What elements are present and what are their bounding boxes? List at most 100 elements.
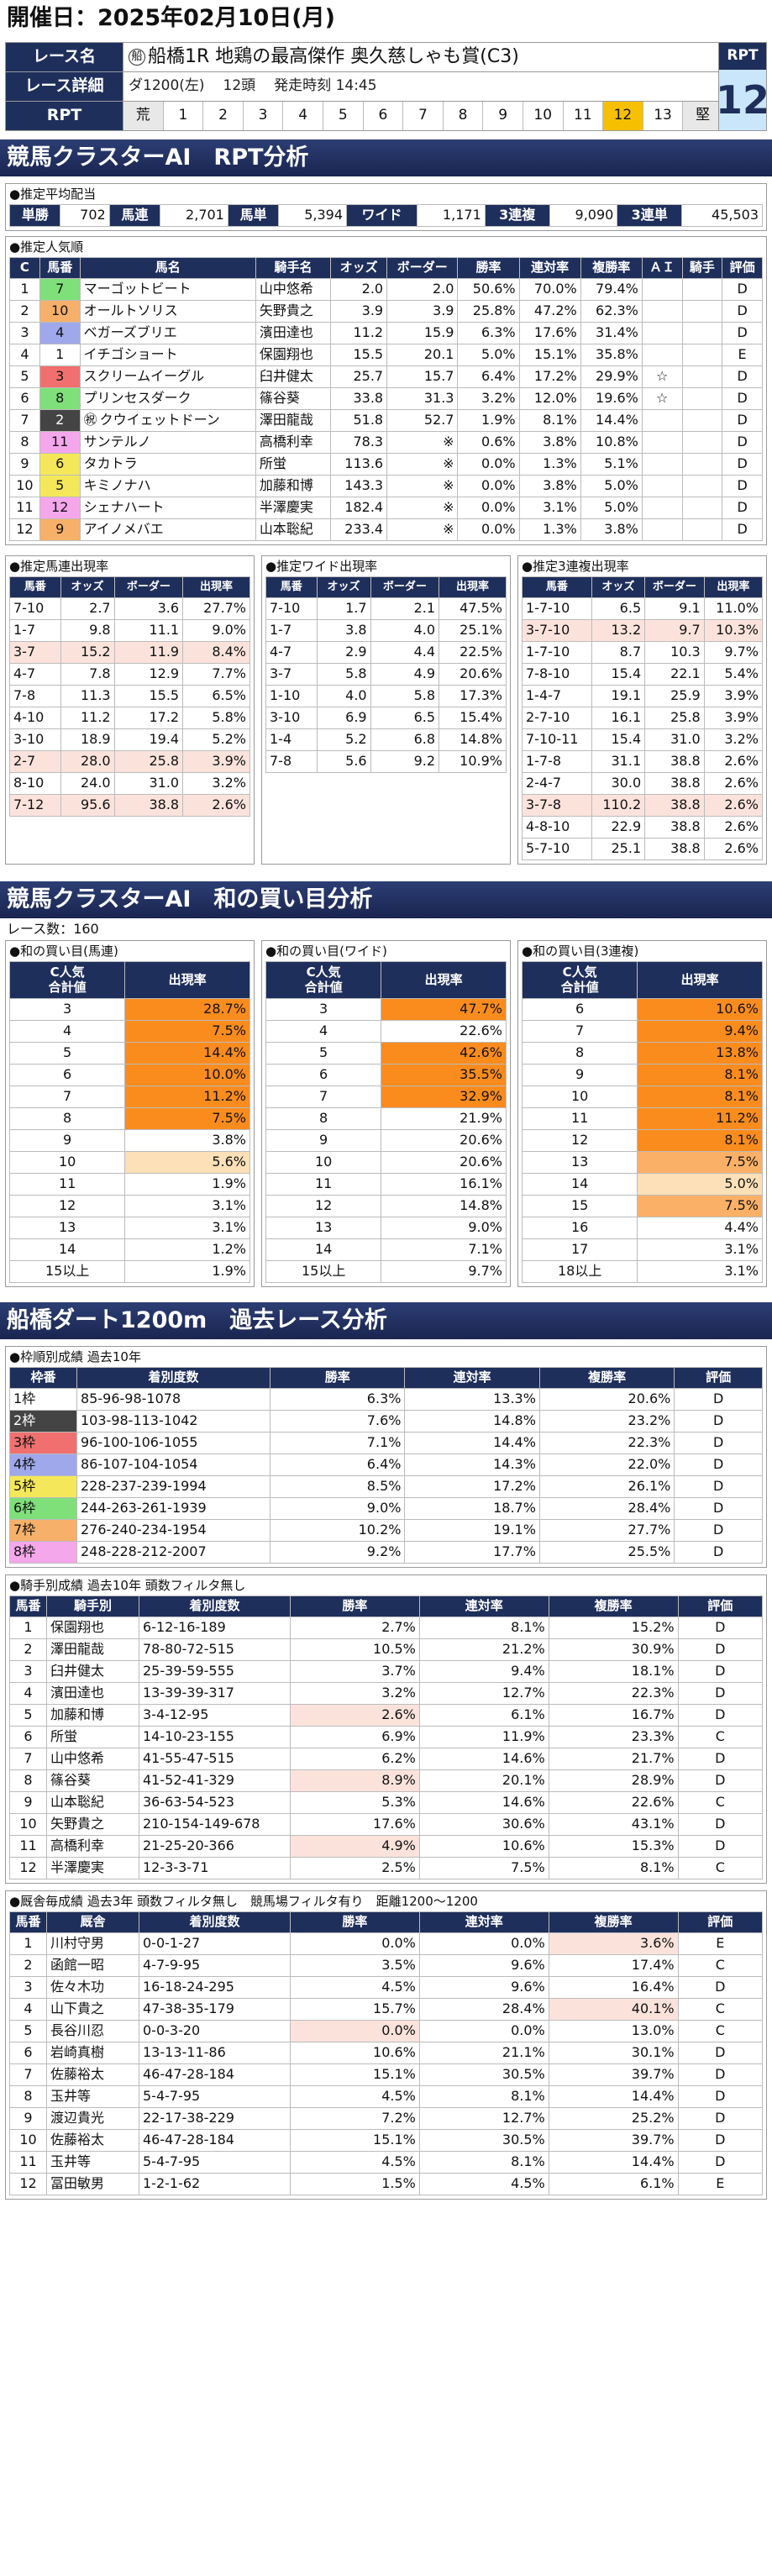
table-row: 5 長谷川忍 0-0-3-20 0.0% 0.0% 13.0% C: [9, 2020, 764, 2042]
table-row: 1 川村守男 0-0-1-27 0.0% 0.0% 3.6% E: [9, 1932, 764, 1955]
table-cell: 113.6: [330, 453, 388, 476]
payout-value: 9,090: [549, 204, 618, 227]
race-name-label: レース名: [6, 43, 123, 71]
table-cell: 22.1: [644, 663, 705, 686]
table-cell: 6: [8, 1064, 126, 1086]
table-row: 13 7.5%: [521, 1151, 763, 1174]
table-cell: 41-55-47-515: [139, 1748, 291, 1770]
table-cell: 澤田龍哉: [46, 1638, 139, 1661]
table-cell: 276-240-234-1954: [76, 1519, 270, 1542]
table-cell: 1.9%: [124, 1260, 250, 1283]
table-row: 2 澤田龍哉 78-80-72-515 10.5% 21.2% 30.9% D: [9, 1638, 764, 1661]
table-cell: 7-10-11: [522, 728, 592, 751]
table-cell: 14.3%: [404, 1454, 540, 1476]
table-cell: D: [677, 2085, 764, 2108]
table-cell: 23.3%: [548, 1726, 679, 1748]
table-cell: 1-4-7: [522, 685, 592, 707]
table-cell: 16.1%: [381, 1173, 507, 1196]
table-cell: 5.2: [316, 728, 371, 751]
table-cell: 14.4%: [124, 1042, 250, 1065]
table-cell: 4.5%: [290, 2151, 420, 2174]
table-cell: ☆: [641, 387, 683, 410]
table-cell: 11.9%: [418, 1726, 549, 1748]
table-row: 14 1.2%: [8, 1238, 250, 1261]
table-row: 7-8-10 15.4 22.1 5.4%: [522, 663, 764, 686]
table-row: 9 8.1%: [521, 1064, 763, 1086]
table-cell: 248-228-212-2007: [76, 1541, 270, 1564]
table-cell: 3.2%: [290, 1682, 420, 1705]
table-cell: 4-8-10: [522, 816, 592, 839]
table-cell: 11: [8, 1173, 126, 1196]
wa-table: C人気 合計値 出現率 6 10.6% 7 9.4% 8 13.8% 9 8.1% 10 8.1% 11 1…: [521, 961, 763, 1283]
rpt-scale-cell: 1: [164, 102, 204, 130]
table-cell: 10.9%: [439, 750, 507, 773]
table-cell: 2.7: [60, 597, 115, 620]
wa-table: C人気 合計値 出現率 3 28.7% 4 7.5% 5 14.4% 6 10.0% 7 11.2% 8 7…: [8, 961, 250, 1283]
table-row: 4 1 イチゴショート 保園翔也 15.5 20.1 5.0% 15.1% 35.8% E: [9, 344, 763, 366]
table-cell: 9: [265, 1129, 382, 1152]
table-row: 12 9 アイノメバエ 山本聡紀 233.4 ※ 0.0% 1.3% 3.8% D: [9, 518, 763, 541]
table-cell: 35.8%: [580, 344, 643, 366]
table-cell: 96-100-106-1055: [76, 1432, 270, 1454]
table-cell: 1-7: [9, 619, 61, 642]
table-cell: 47.5%: [439, 597, 507, 620]
table-cell: 11.2: [330, 322, 388, 344]
table-cell: 3: [9, 1976, 47, 1999]
table-cell: 2枠: [9, 1410, 77, 1433]
table-cell: 11: [265, 1173, 382, 1196]
table-cell: 8: [39, 387, 81, 410]
column-header: 複勝率: [548, 1911, 679, 1933]
table-cell: 6-12-16-189: [139, 1617, 291, 1639]
table-row: 1-10 4.0 5.8 17.3%: [265, 685, 507, 707]
table-cell: 6.3%: [269, 1388, 406, 1411]
table-cell: 38.8: [644, 794, 705, 817]
table-cell: E: [722, 344, 763, 366]
table-cell: 10: [9, 1813, 47, 1836]
column-header: 着別度数: [139, 1596, 291, 1617]
table-cell: 5-4-7-95: [139, 2151, 291, 2174]
table-cell: 30.1%: [548, 2042, 679, 2064]
table-row: 8 11 サンテルノ 高橋利幸 78.3 ※ 0.6% 3.8% 10.8% D: [9, 431, 763, 454]
table-cell: 13.0%: [548, 2020, 679, 2042]
table-cell: 25.1%: [439, 619, 507, 642]
table-cell: 244-263-261-1939: [76, 1497, 270, 1520]
table-cell: 5.2%: [182, 728, 250, 751]
payout-value: 1,171: [417, 204, 486, 227]
table-row: 1-7 3.8 4.0 25.1%: [265, 619, 507, 642]
table-cell: 30.9%: [548, 1638, 679, 1661]
table-row: 10 5 キミノナハ 加藤和博 143.3 ※ 0.0% 3.8% 5.0% D: [9, 475, 763, 497]
table-row: 2枠 103-98-113-1042 7.6% 14.8% 23.2% D: [9, 1410, 763, 1433]
table-cell: 7-10: [9, 597, 61, 620]
table-cell: 0.0%: [457, 497, 520, 519]
table-row: 2-7 28.0 25.8 3.9%: [9, 750, 250, 773]
table-cell: 6.4%: [457, 365, 520, 388]
table-row: 8枠 248-228-212-2007 9.2% 17.7% 25.5% D: [9, 1541, 763, 1564]
table-cell: 17.2%: [518, 365, 581, 388]
table-cell: 8: [265, 1107, 382, 1130]
table-header: 馬番 オッズ ボーダー 出現率: [265, 576, 507, 598]
table-row: 6 10.0%: [8, 1064, 250, 1086]
table-cell: ㊗クウイェットドーン: [79, 409, 256, 432]
table-cell: 7-8: [9, 685, 61, 707]
table-cell: 13.8%: [637, 1042, 763, 1065]
rpt-scale: 荒 1 2 3 4 5 6 7 8 9 10 11 12 13 堅: [123, 102, 723, 130]
table-cell: 46-47-28-184: [139, 2063, 291, 2086]
rpt-badge: RPT 12: [716, 43, 769, 130]
table-cell: 加藤和博: [46, 1704, 139, 1727]
table-cell: 4-7: [9, 663, 61, 686]
table-cell: [641, 475, 683, 497]
payout-title: ●推定平均配当: [9, 187, 97, 202]
table-cell: シェナハート: [79, 497, 256, 519]
table-cell: [681, 387, 723, 410]
table-cell: 10.0%: [124, 1064, 250, 1086]
column-header: オッズ: [330, 257, 388, 279]
table-cell: 22.3%: [548, 1682, 679, 1705]
table-cell: 18.9: [60, 728, 115, 751]
table-cell: D: [677, 1769, 764, 1792]
table-cell: 4.5%: [290, 1976, 420, 1999]
column-header: C人気 合計値: [521, 961, 638, 999]
table-row: 7-10 2.7 3.6 27.7%: [9, 597, 250, 620]
table-row: 11 高橋利幸 21-25-20-366 4.9% 10.6% 15.3% D: [9, 1835, 764, 1858]
table-cell: D: [677, 1638, 764, 1661]
table-cell: 2.6%: [703, 750, 764, 773]
